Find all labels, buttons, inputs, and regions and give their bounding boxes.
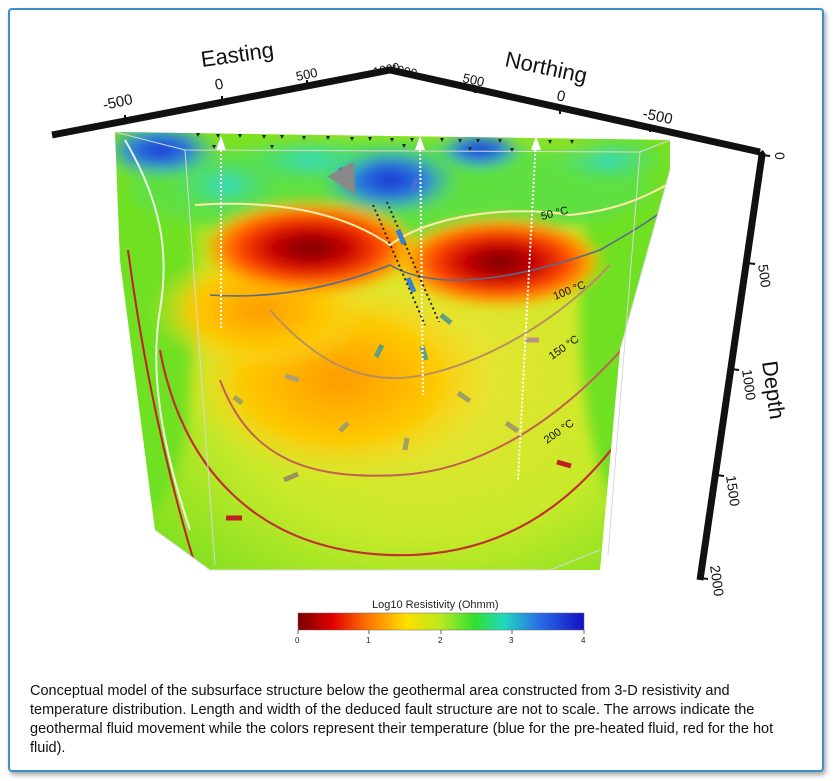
geothermal-model-figure: BT1 BT4 BT5 50 °C 100 °C 150 °C: [51, 37, 790, 645]
depth-tick: 1000: [739, 368, 759, 401]
northing-tick: 0: [555, 87, 567, 105]
fluid-flow-arrows: [226, 161, 572, 521]
colorbar-tick: 4: [581, 636, 586, 645]
depth-axis: 0 500 1000 1500 2000 Depth: [696, 150, 790, 597]
colorbar-tick: 1: [366, 636, 371, 645]
depth-tick: 1500: [723, 474, 743, 507]
colorbar-tick: 2: [438, 636, 443, 645]
depth-label: Depth: [757, 359, 790, 421]
boreholes: BT1 BT4 BT5: [209, 122, 544, 481]
northing-label: Northing: [503, 46, 590, 88]
colorbar-tick: 3: [509, 636, 514, 645]
colorbar: Log10 Resistivity (Ohmm) 0 1 2 3 4: [295, 599, 586, 645]
northing-tick: 1000: [389, 61, 418, 80]
colorbar-title: Log10 Resistivity (Ohmm): [372, 599, 499, 611]
figure-frame: BT1 BT4 BT5 50 °C 100 °C 150 °C: [8, 8, 824, 772]
depth-tick: 500: [755, 263, 774, 289]
depth-tick: 2000: [707, 564, 727, 597]
easting-tick: 500: [295, 65, 319, 84]
easting-tick: 1000: [372, 60, 401, 79]
station-markers: [196, 133, 574, 152]
northing-tick: -500: [641, 105, 674, 128]
borehole-label: BT4: [408, 122, 427, 133]
easting-tick: 0: [213, 76, 225, 94]
easting-label: Easting: [199, 37, 275, 72]
borehole-label: BT5: [525, 122, 544, 133]
easting-tick: -500: [101, 91, 134, 114]
colorbar-tick: 0: [295, 636, 300, 645]
depth-tick: 0: [772, 152, 788, 160]
colorbar-gradient: [297, 612, 585, 631]
resistivity-block: [115, 132, 670, 570]
borehole-label: BT1: [209, 122, 228, 133]
block-outline: [114, 131, 671, 571]
northing-tick: 500: [461, 70, 485, 89]
figure-caption: Conceptual model of the subsurface struc…: [30, 683, 774, 756]
